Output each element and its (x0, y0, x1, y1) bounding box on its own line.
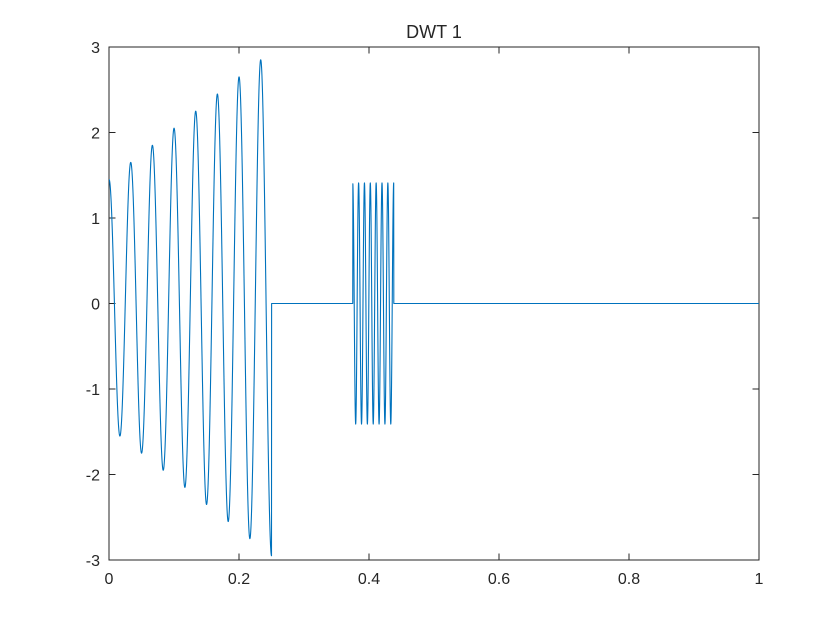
y-tick-label: -2 (86, 468, 100, 485)
y-tick-label: -1 (86, 382, 100, 399)
x-tick-label: 0.4 (358, 571, 380, 588)
series-line-dwt-1 (109, 59, 759, 557)
x-tick-label: 0.6 (488, 571, 510, 588)
x-axis-tick-labels: 0 0.2 0.4 0.6 0.8 1 (105, 571, 764, 588)
x-tick-label: 0 (105, 571, 114, 588)
chart-title: DWT 1 (406, 22, 462, 42)
y-tick-label: 3 (91, 40, 100, 57)
x-tick-label: 0.8 (618, 571, 640, 588)
y-tick-label: 0 (91, 297, 100, 314)
y-tick-label: -3 (86, 553, 100, 570)
y-tick-label: 2 (91, 126, 100, 143)
y-axis-tick-labels: -3 -2 -1 0 1 2 3 (86, 40, 100, 570)
x-tick-label: 1 (755, 571, 764, 588)
x-tick-label: 0.2 (228, 571, 250, 588)
y-tick-label: 1 (91, 211, 100, 228)
x-axis-ticks (108, 47, 760, 560)
